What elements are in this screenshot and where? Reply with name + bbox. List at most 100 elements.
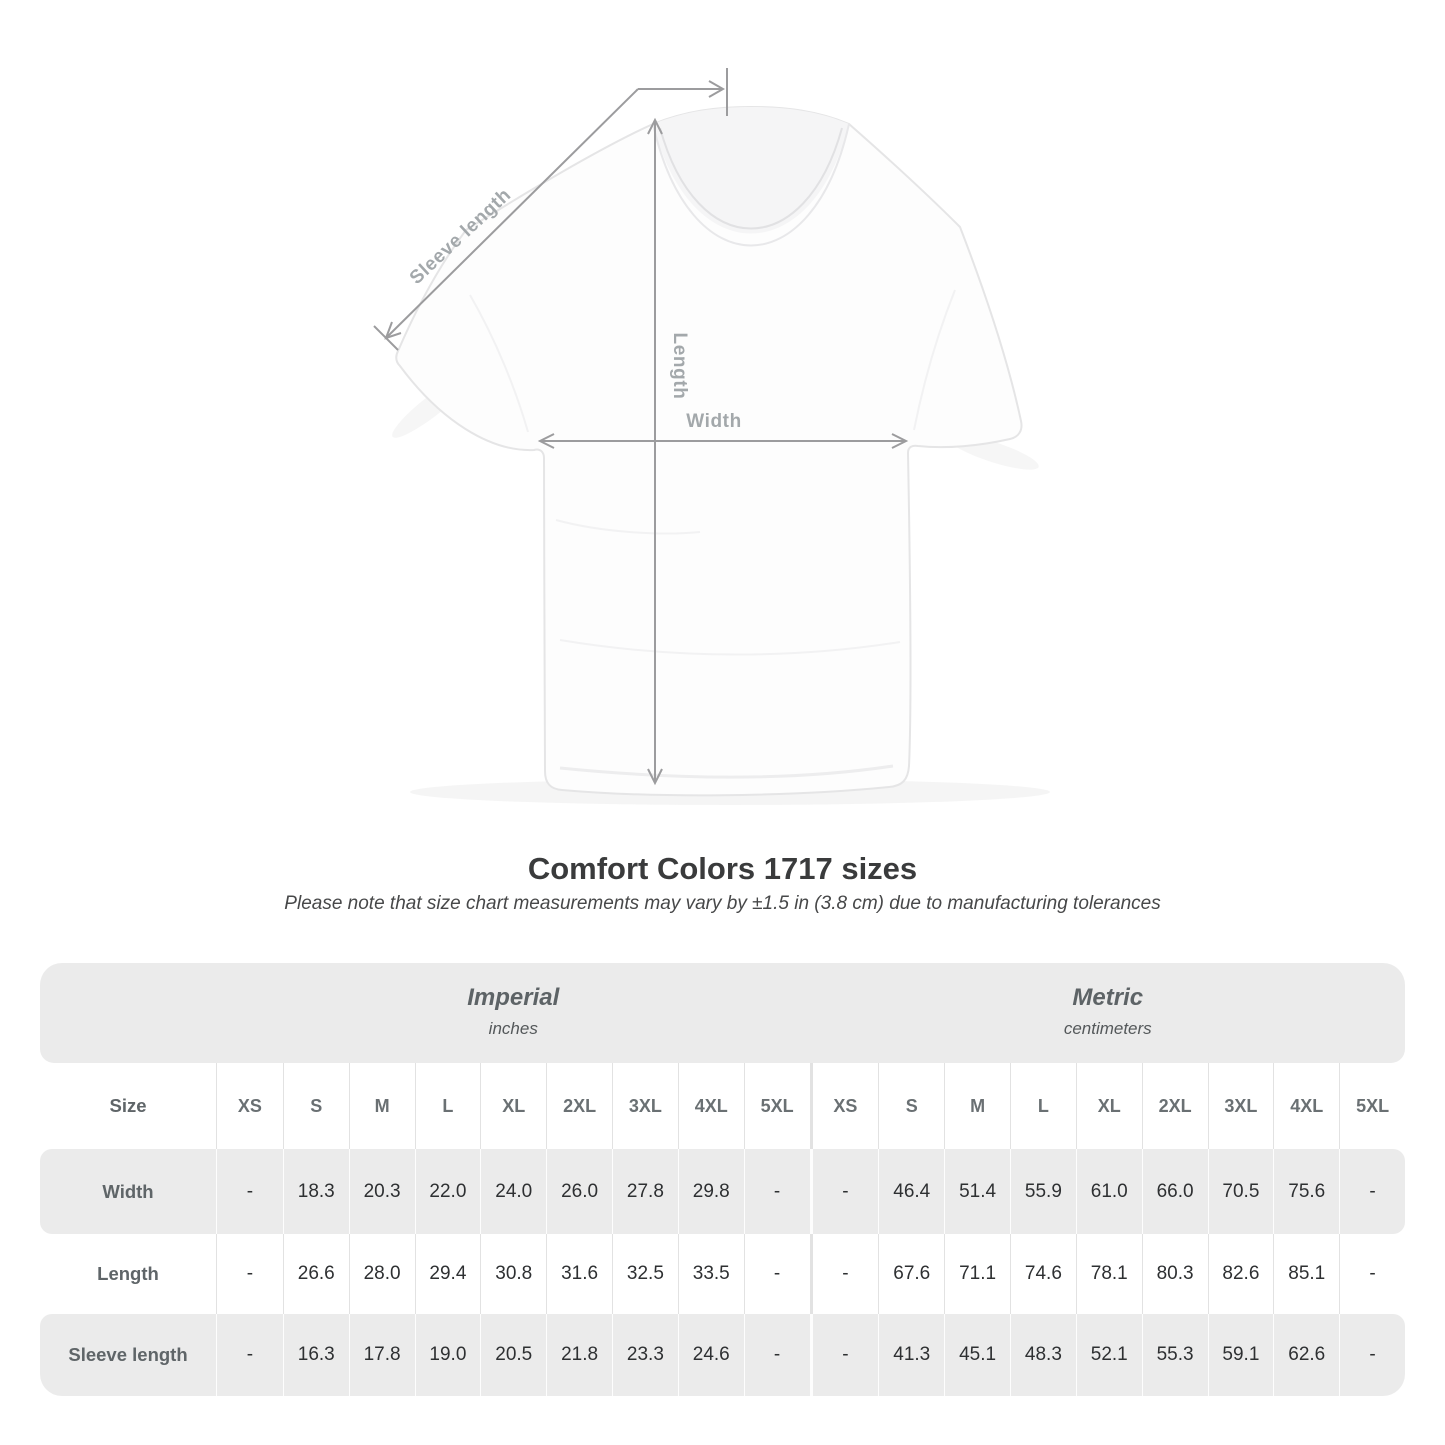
size-header-cell: XS	[833, 1095, 858, 1116]
metric-group-header: Metric centimeters	[811, 963, 1406, 1063]
imperial-group-header: Imperial inches	[216, 963, 811, 1063]
measurement-cell: -	[1339, 1149, 1405, 1234]
size-header-cell: S	[878, 1063, 944, 1149]
measurement-cell: -	[246, 1344, 254, 1365]
fabric-wrinkles	[469, 289, 956, 779]
measurement-cell: 62.6	[1273, 1314, 1339, 1396]
tshirt-measurement-diagram: Sleeve length Length Width	[373, 68, 1050, 805]
measurement-cell: -	[1339, 1234, 1405, 1314]
length-metric-values: - 67.6 71.1 74.6 78.1 80.3 82.6 85.1 -	[809, 1234, 1406, 1314]
width-annotation-label: Width	[686, 411, 742, 432]
measurement-cell: 75.6	[1273, 1149, 1339, 1234]
width-right-arrowhead	[891, 433, 909, 449]
measurement-cell: -	[743, 1149, 810, 1234]
size-table: Imperial inches Metric centimeters Size …	[40, 963, 1405, 1396]
measurement-cell: 17.8	[348, 1314, 415, 1396]
measurement-cell: -	[1339, 1314, 1405, 1396]
width-metric-values: - 46.4 51.4 55.9 61.0 66.0 70.5 75.6 -	[809, 1149, 1406, 1234]
tshirt-graphic	[373, 68, 1050, 805]
measurement-cell: 55.3	[1141, 1314, 1208, 1396]
measurement-cell: -	[246, 1180, 254, 1202]
measurement-cell: 85.1	[1273, 1234, 1339, 1314]
imperial-label: Imperial	[467, 983, 560, 1011]
metric-size-headers: XS S M L XL 2XL 3XL 4XL 5XL	[809, 1063, 1406, 1149]
measurement-cell: -	[743, 1234, 810, 1314]
tolerance-note: Please note that size chart measurements…	[284, 893, 1161, 914]
size-header-row: Size XS S M L XL 2XL 3XL 4XL	[40, 1063, 1405, 1149]
size-header-cell: 4XL	[1273, 1063, 1339, 1149]
measurement-cell: 78.1	[1075, 1234, 1142, 1314]
measurement-cell: 46.4	[878, 1149, 944, 1234]
measurement-cell: 24.0	[480, 1149, 546, 1234]
sleeve-imperial-values: - 16.3 17.8 19.0 20.5 21.8 23.3 24.6 -	[216, 1314, 810, 1396]
measurement-cell: 55.9	[1010, 1149, 1076, 1234]
measurement-cell: 23.3	[612, 1314, 678, 1396]
measurement-cell: 41.3	[878, 1314, 944, 1396]
imperial-size-headers: XS S M L XL 2XL 3XL 4XL 5XL	[216, 1063, 810, 1149]
measurement-cell: 29.4	[414, 1234, 481, 1314]
page-title: Comfort Colors 1717 sizes	[527, 851, 918, 886]
unit-header-band: Imperial inches Metric centimeters	[40, 963, 1405, 1063]
measurement-cell: 30.8	[480, 1234, 546, 1314]
size-header-cell: S	[282, 1063, 349, 1149]
metric-unit: centimeters	[1063, 1018, 1152, 1038]
size-header-cell: 5XL	[743, 1063, 810, 1149]
measurement-cell: 66.0	[1141, 1149, 1208, 1234]
measurement-cell: 51.4	[944, 1149, 1010, 1234]
size-header-cell: 4XL	[677, 1063, 744, 1149]
length-imperial-values: - 26.6 28.0 29.4 30.8 31.6 32.5 33.5 -	[216, 1234, 810, 1314]
measurement-cell: 27.8	[612, 1149, 678, 1234]
size-header-cell: L	[1010, 1063, 1076, 1149]
measurement-cell: 59.1	[1207, 1314, 1274, 1396]
measurement-cell: 80.3	[1141, 1234, 1208, 1314]
measurement-cell: 21.8	[546, 1314, 612, 1396]
length-top-arrowhead	[647, 117, 663, 135]
row-label-width: Width	[102, 1180, 154, 1202]
row-label-length: Length	[97, 1263, 159, 1284]
size-header-cell: XL	[480, 1063, 546, 1149]
measurement-cell: 16.3	[282, 1314, 349, 1396]
sleeve-length-row: Sleeve length - 16.3 17.8 19.0 20.5 21.8…	[40, 1314, 1405, 1396]
measurement-lines	[373, 68, 909, 786]
tshirt-silhouette	[395, 106, 1023, 797]
measurement-cell: 32.5	[612, 1234, 678, 1314]
size-header-cell: 5XL	[1339, 1063, 1405, 1149]
size-header-cell: 3XL	[1207, 1063, 1274, 1149]
width-left-arrowhead	[537, 433, 555, 449]
measurement-cell: 22.0	[414, 1149, 481, 1234]
sleeve-metric-values: - 41.3 45.1 48.3 52.1 55.3 59.1 62.6 -	[809, 1314, 1406, 1396]
measurement-cell: 52.1	[1075, 1314, 1142, 1396]
length-bottom-arrowhead	[647, 768, 663, 786]
measurement-cell: 29.8	[677, 1149, 744, 1234]
measurement-cell: 48.3	[1010, 1314, 1076, 1396]
measurement-cell: 24.6	[677, 1314, 744, 1396]
size-header-cell: 3XL	[612, 1063, 678, 1149]
size-header-cell: 2XL	[546, 1063, 612, 1149]
measurement-cell: 70.5	[1207, 1149, 1274, 1234]
measurement-cell: 20.3	[348, 1149, 415, 1234]
sleeve-right-arrowhead	[708, 80, 726, 98]
size-header-cell: M	[944, 1063, 1010, 1149]
measurement-cell: 67.6	[878, 1234, 944, 1314]
length-row: Length - 26.6 28.0 29.4 30.8 31.6 32.5 3…	[40, 1234, 1405, 1314]
size-header-cell: L	[414, 1063, 481, 1149]
width-row: Width - 18.3 20.3 22.0 24.0 26.0 27.8 29…	[40, 1149, 1405, 1234]
size-header-cell: M	[348, 1063, 415, 1149]
measurement-cell: -	[246, 1263, 254, 1284]
measurement-cell: 33.5	[677, 1234, 744, 1314]
size-header-cell: XL	[1075, 1063, 1142, 1149]
measurement-cell: 26.6	[282, 1234, 349, 1314]
measurement-cell: -	[842, 1344, 849, 1365]
measurement-cell: 31.6	[546, 1234, 612, 1314]
width-imperial-values: - 18.3 20.3 22.0 24.0 26.0 27.8 29.8 -	[216, 1149, 810, 1234]
measurement-cell: 71.1	[944, 1234, 1010, 1314]
measurement-cell: 26.0	[546, 1149, 612, 1234]
sleeve-diagonal-line	[385, 88, 639, 339]
measurement-cell: 18.3	[282, 1149, 349, 1234]
measurement-cell: -	[842, 1263, 849, 1284]
measurement-cell: 45.1	[944, 1314, 1010, 1396]
row-label-sleeve-length: Sleeve length	[68, 1344, 188, 1365]
measurement-cell: 74.6	[1010, 1234, 1076, 1314]
size-column-label: Size	[109, 1095, 147, 1116]
